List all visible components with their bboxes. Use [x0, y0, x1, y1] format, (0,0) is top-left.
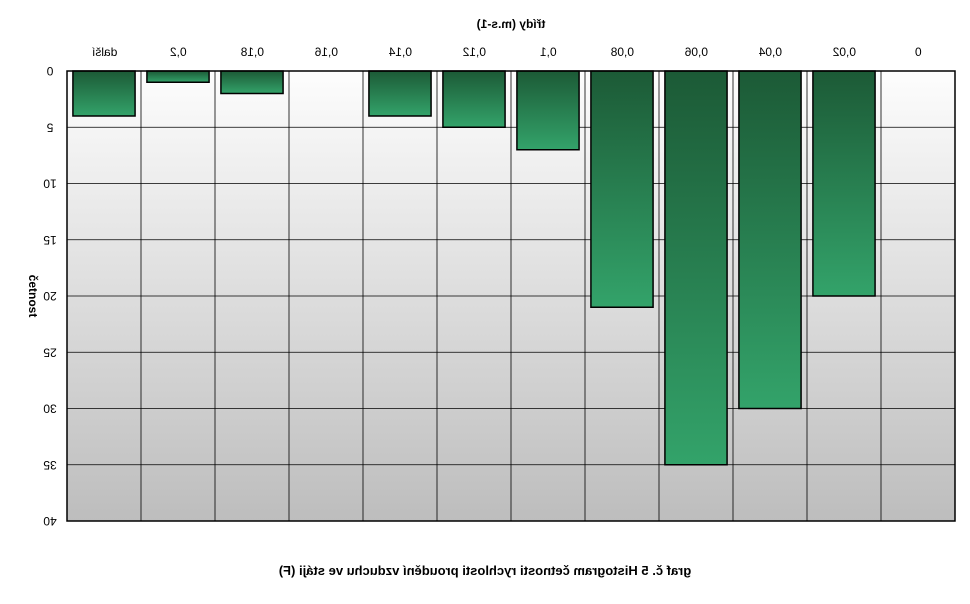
x-tick-label: 0,14	[388, 45, 412, 59]
x-tick-label: 0,02	[832, 45, 856, 59]
bar-0,02	[812, 70, 876, 297]
y-axis-title: četnost	[26, 275, 40, 318]
bar-0,1	[516, 70, 580, 151]
x-tick-labels: 0 0,02 0,04 0,06 0,08 0,1 0,12 0,14 0,16 0,18 0,2 d…	[91, 45, 921, 59]
y-tick-label: 15	[43, 233, 57, 247]
x-tick-label: 0,18	[240, 45, 264, 59]
y-tick-label: 20	[43, 289, 57, 303]
x-tick-label: 0,12	[462, 45, 486, 59]
y-tick-label: 0	[46, 64, 53, 78]
y-tick-label: 40	[43, 514, 57, 528]
plot-border	[66, 70, 956, 522]
bar-další	[72, 70, 136, 117]
x-tick-label: 0,08	[610, 45, 634, 59]
bar-0,04	[738, 70, 802, 410]
bar-0,18	[220, 70, 284, 95]
x-tick-label: 0	[915, 45, 922, 59]
x-tick-label: další	[91, 45, 117, 59]
x-tick-label: 0,16	[314, 45, 338, 59]
bar-0,12	[442, 70, 506, 128]
bar-0,14	[368, 70, 432, 117]
y-tick-label: 10	[43, 177, 57, 191]
x-tick-label: 0,04	[758, 45, 782, 59]
x-tick-label: 0,06	[684, 45, 708, 59]
y-tick-label: 30	[43, 402, 57, 416]
bar-0,06	[664, 70, 728, 466]
x-tick-label: 0,2	[170, 45, 187, 59]
bars	[72, 70, 876, 466]
x-axis-title: třídy (m.s-1)	[477, 17, 546, 31]
y-tick-label: 25	[43, 345, 57, 359]
y-tick-labels: 0 5 10 15 20 25 30 35 40	[43, 64, 57, 528]
bar-0,2	[146, 70, 210, 83]
x-tick-label: 0,1	[540, 45, 557, 59]
bar-0,08	[590, 70, 654, 308]
chart-caption: graf č. 5 Histogram četnosti rychlosti p…	[279, 563, 691, 578]
y-tick-label: 35	[43, 458, 57, 472]
y-tick-label: 5	[46, 120, 53, 134]
